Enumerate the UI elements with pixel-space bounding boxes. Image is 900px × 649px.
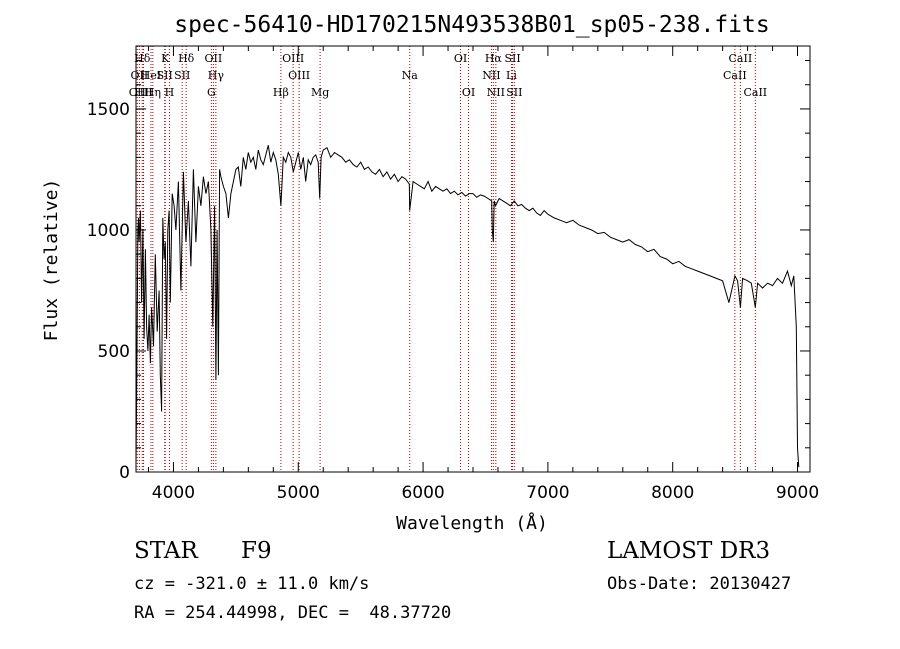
line-label: Hα bbox=[485, 52, 503, 65]
line-label: Na bbox=[402, 69, 419, 82]
line-label: SII bbox=[174, 69, 190, 82]
line-label: Li bbox=[506, 69, 517, 82]
y-tick-label: 500 bbox=[98, 342, 130, 362]
line-label: SII bbox=[504, 52, 520, 65]
line-label: OIII bbox=[282, 52, 304, 65]
line-label: CaII bbox=[743, 86, 767, 99]
line-label: HeI bbox=[141, 69, 161, 82]
redshift-velocity: cz = -321.0 ± 11.0 km/s bbox=[134, 574, 370, 594]
line-label: Mg bbox=[311, 86, 329, 99]
spectrum-line bbox=[135, 145, 800, 468]
y-tick-label: 0 bbox=[119, 463, 130, 483]
line-label: Hδ bbox=[178, 52, 195, 65]
line-label: Hγ bbox=[208, 69, 225, 82]
x-tick-label: 4000 bbox=[152, 483, 195, 503]
x-tick-label: 8000 bbox=[651, 483, 694, 503]
survey-name: LAMOST DR3 bbox=[607, 538, 771, 564]
observation-date: Obs-Date: 20130427 bbox=[607, 574, 792, 594]
line-label: K bbox=[161, 52, 170, 65]
line-label: OIII bbox=[288, 69, 310, 82]
line-label: Hβ bbox=[273, 86, 289, 99]
line-label: Hη bbox=[145, 86, 161, 99]
line-label: NII bbox=[487, 86, 505, 99]
x-tick-label: 9000 bbox=[776, 483, 819, 503]
line-label: OI bbox=[454, 52, 467, 65]
x-tick-label: 6000 bbox=[401, 483, 444, 503]
x-tick-label: 5000 bbox=[277, 483, 320, 503]
y-axis-label: Flux (relative) bbox=[41, 179, 62, 342]
object-class: STAR bbox=[134, 538, 198, 564]
line-label: OII bbox=[205, 52, 223, 65]
chart-title: spec-56410-HD170215N493538B01_sp05-238.f… bbox=[174, 12, 769, 38]
line-label: OI bbox=[462, 86, 475, 99]
line-label: SII bbox=[157, 69, 173, 82]
plot-frame bbox=[135, 45, 811, 473]
line-label: Hδ bbox=[134, 52, 151, 65]
coordinates: RA = 254.44998, DEC = 48.37720 bbox=[134, 603, 452, 623]
line-label: H bbox=[165, 86, 175, 99]
line-label: SII bbox=[506, 86, 522, 99]
line-label: G bbox=[207, 86, 216, 99]
line-label: OII bbox=[131, 69, 149, 82]
line-label: CaII bbox=[729, 52, 753, 65]
object-subclass: F9 bbox=[241, 538, 272, 564]
line-label: NII bbox=[482, 69, 500, 82]
y-tick-label: 1000 bbox=[87, 221, 130, 241]
y-tick-label: 1500 bbox=[87, 100, 130, 120]
x-axis-label: Wavelength (Å) bbox=[396, 512, 548, 534]
x-tick-label: 7000 bbox=[526, 483, 569, 503]
line-label: CaII bbox=[723, 69, 747, 82]
line-label: CII bbox=[129, 86, 146, 99]
line-label: HII bbox=[134, 86, 152, 99]
